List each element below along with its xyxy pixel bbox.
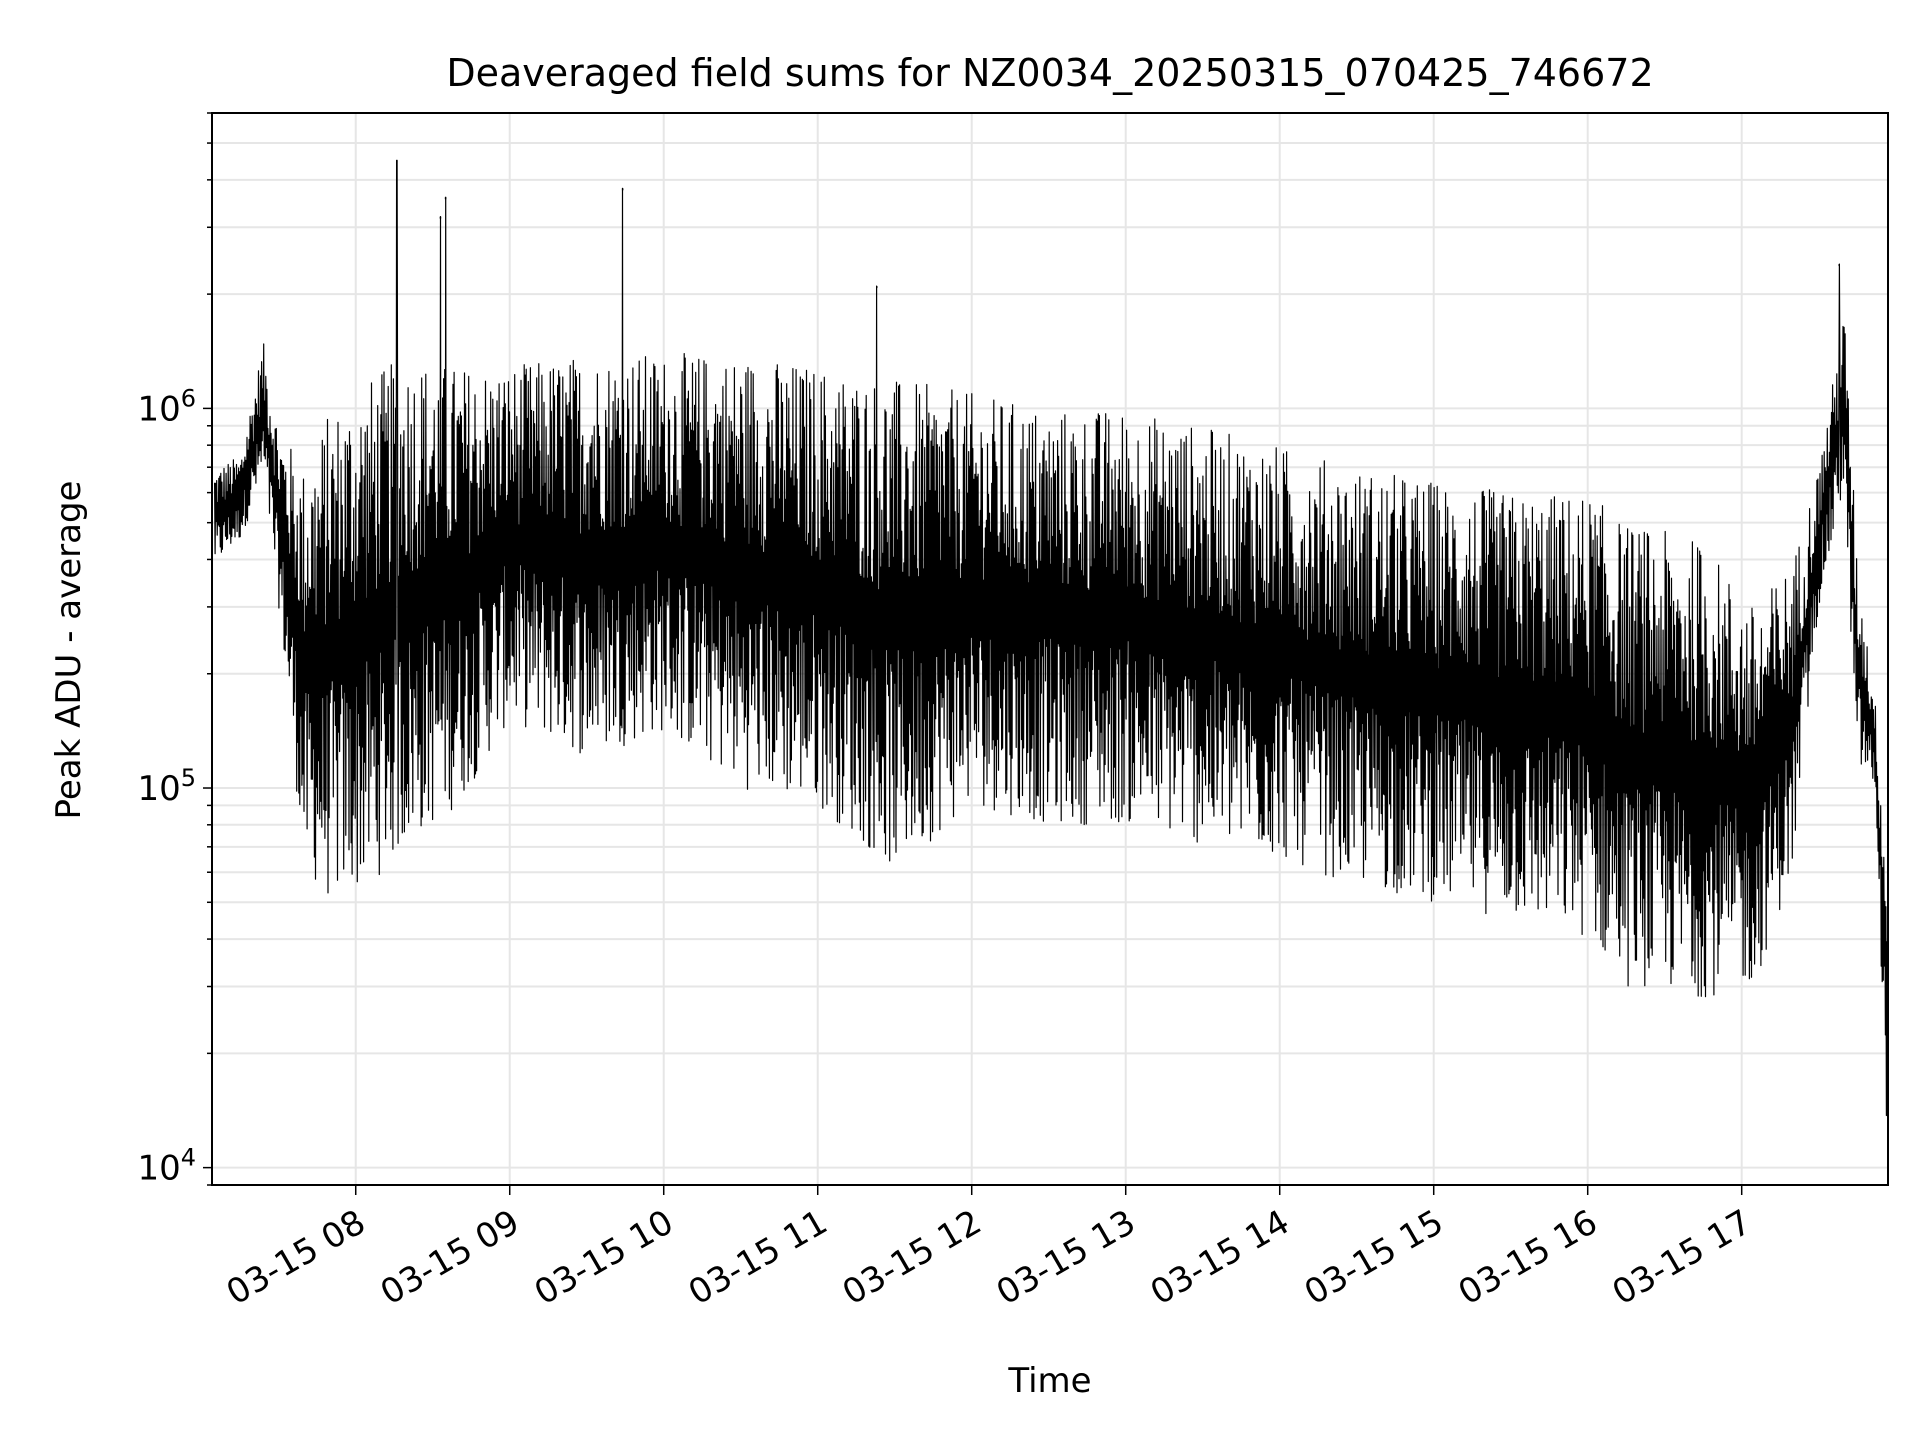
x-axis-label: Time: [1007, 1361, 1091, 1401]
y-tick-label: 106: [137, 384, 196, 429]
y-tick-label: 104: [137, 1144, 196, 1189]
y-tick-label: 105: [137, 764, 196, 809]
chart-title: Deaveraged field sums for NZ0034_2025031…: [446, 51, 1653, 95]
series-line: [214, 159, 1889, 1117]
data-layer: [214, 159, 1889, 1117]
y-axis-label: Peak ADU - average: [49, 481, 89, 820]
plot-frame: [211, 112, 1889, 1186]
